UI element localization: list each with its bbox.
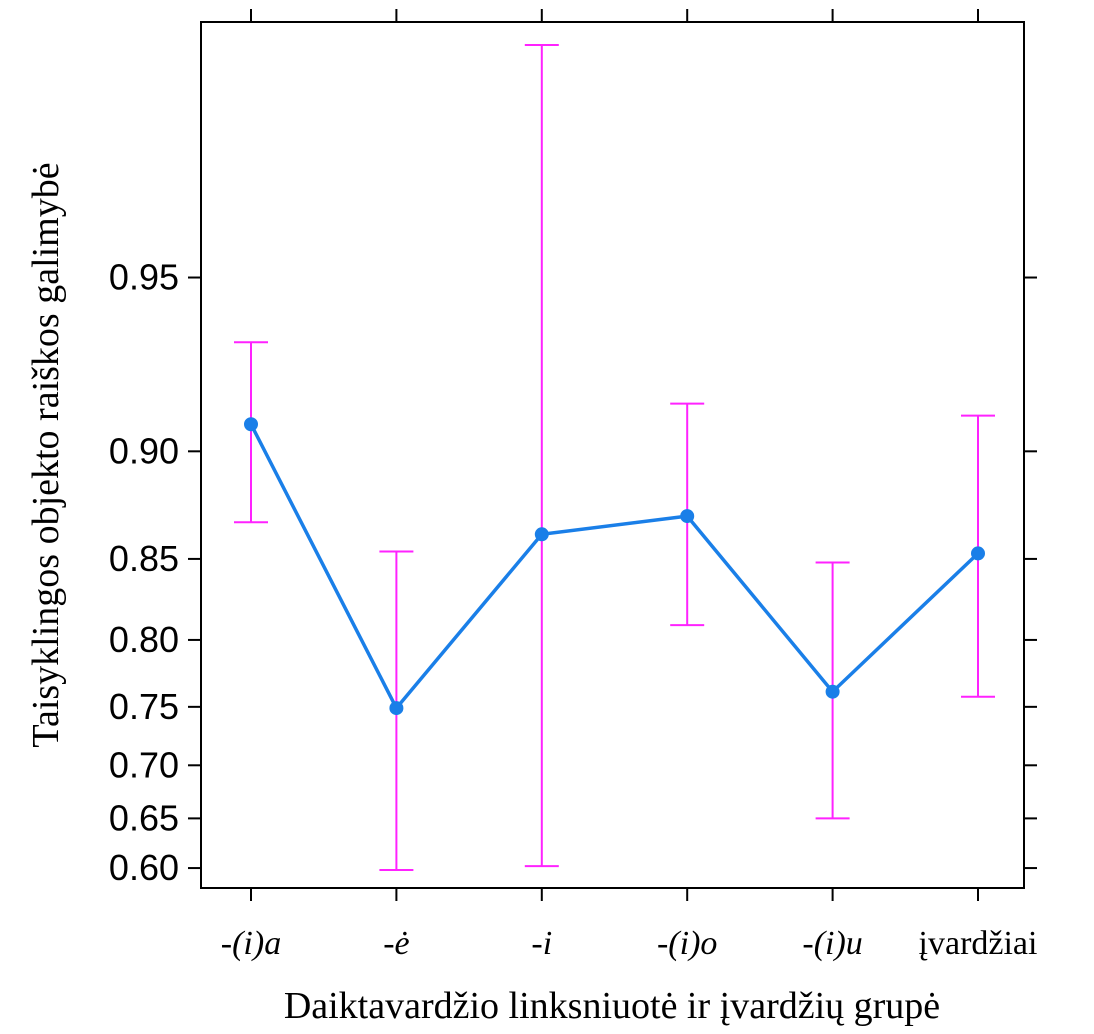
x-tick-label: -(i)a bbox=[221, 925, 281, 962]
data-point bbox=[534, 527, 549, 542]
data-point bbox=[244, 417, 258, 432]
y-tick-label: 0.75 bbox=[109, 686, 179, 727]
data-point bbox=[680, 509, 695, 524]
y-tick-label: 0.65 bbox=[109, 797, 179, 838]
data-points bbox=[244, 417, 985, 716]
y-tick-label: 0.70 bbox=[109, 744, 179, 785]
x-axis-title: Daiktavardžio linksniuotė ir įvardžių gr… bbox=[284, 985, 940, 1027]
y-axis-title: Taisyklingos objekto raiškos galimybė bbox=[25, 162, 67, 747]
y-tick-label: 0.60 bbox=[109, 847, 179, 888]
x-tick-label: -i bbox=[531, 925, 552, 962]
y-tick-label: 0.95 bbox=[109, 257, 179, 298]
y-tick-label: 0.85 bbox=[109, 538, 179, 579]
x-tick-label: įvardžiai bbox=[919, 925, 1038, 962]
x-tick-label: -(i)u bbox=[802, 925, 862, 962]
y-tick-label: 0.80 bbox=[109, 619, 179, 660]
data-point bbox=[389, 701, 404, 716]
x-tick-label: -ė bbox=[383, 925, 409, 962]
series-line bbox=[249, 423, 980, 712]
y-axis: 0.60 0.65 0.70 0.75 0.80 0.85 0.90 0.95 bbox=[109, 257, 1037, 888]
data-point bbox=[825, 684, 840, 699]
data-point bbox=[971, 546, 985, 561]
plot-frame bbox=[200, 21, 1025, 889]
x-axis: -(i)a -ė -i -(i)o -(i)u įvardžiai bbox=[221, 9, 1038, 962]
y-tick-label: 0.90 bbox=[109, 430, 179, 471]
x-tick-label: -(i)o bbox=[657, 925, 717, 962]
error-bars bbox=[234, 44, 995, 871]
